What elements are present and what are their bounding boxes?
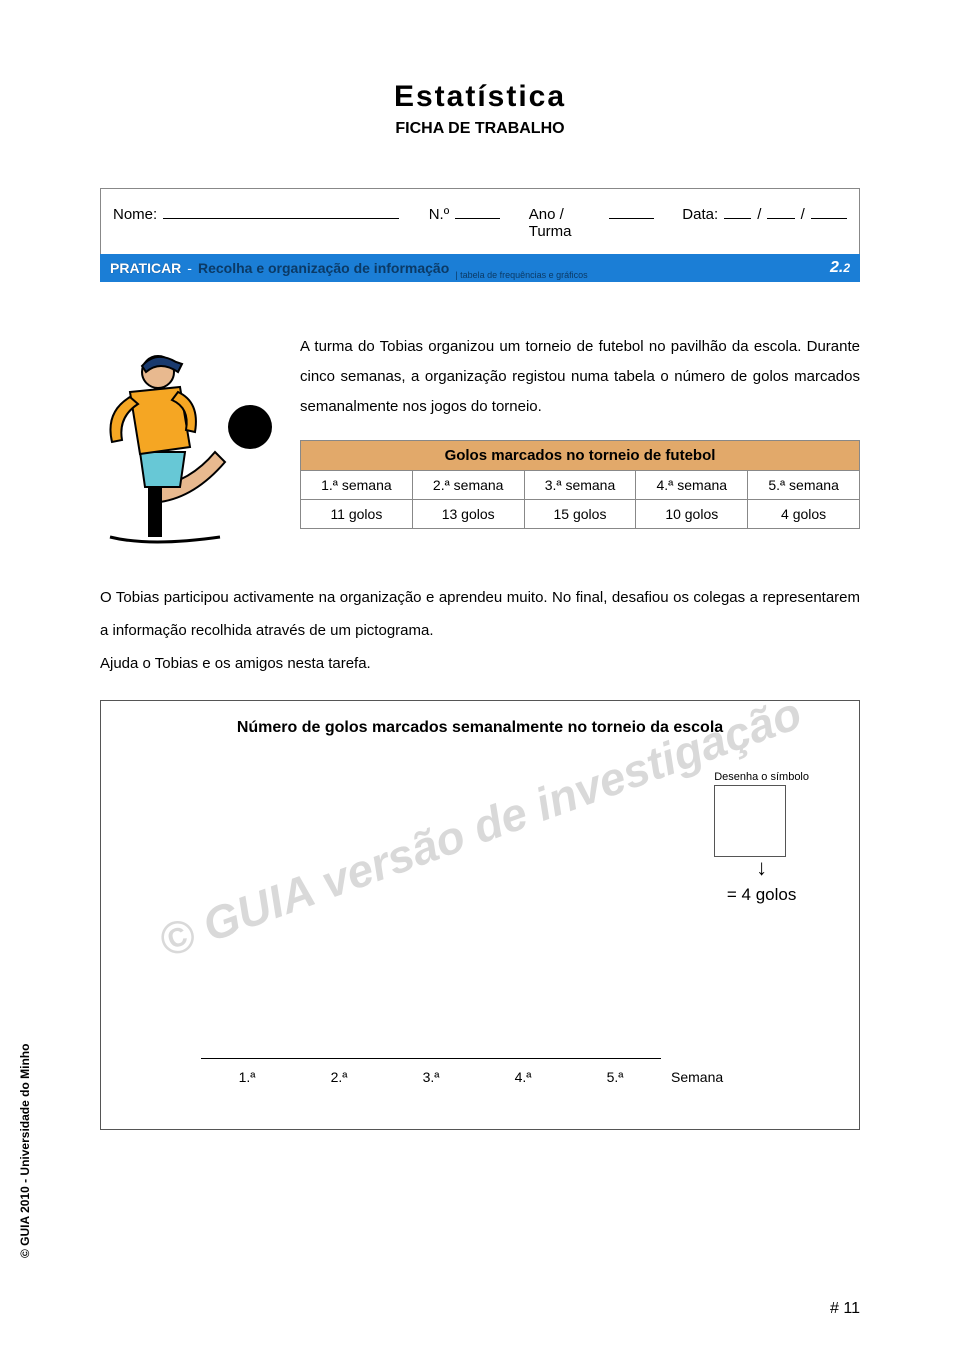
task-paragraph: O Tobias participou activamente na organ… (100, 581, 860, 680)
section-subtopic: | tabela de frequências e gráficos (449, 270, 587, 282)
data-label: Data: (682, 206, 718, 223)
side-copyright: © GUIA 2010 - Universidade do Minho (18, 1044, 32, 1258)
data-day-field[interactable] (724, 203, 751, 219)
task-paragraph-line1: O Tobias participou activamente na organ… (100, 589, 860, 639)
table-cell: 4 golos (748, 500, 860, 529)
date-slash-2: / (801, 206, 805, 223)
x-tick: 3.ª (385, 1069, 477, 1085)
table-title: Golos marcados no torneio de futebol (301, 441, 860, 471)
table-cell: 15 golos (524, 500, 636, 529)
ano-turma-label: Ano / Turma (529, 206, 603, 240)
chart-x-labels: 1.ª 2.ª 3.ª 4.ª 5.ª Semana (201, 1069, 761, 1085)
table-header-row: 1.ª semana 2.ª semana 3.ª semana 4.ª sem… (301, 471, 860, 500)
x-tick: 2.ª (293, 1069, 385, 1085)
legend-hint: Desenha o símbolo (714, 771, 809, 783)
down-arrow-icon: ↓ (714, 857, 809, 879)
data-month-field[interactable] (767, 203, 794, 219)
x-tick: 5.ª (569, 1069, 661, 1085)
numero-label: N.º (429, 206, 449, 223)
boy-football-illustration (100, 332, 280, 557)
task-paragraph-line2: Ajuda o Tobias e os amigos nesta tarefa. (100, 655, 371, 672)
numero-field[interactable] (455, 203, 500, 219)
legend-symbol-box[interactable] (714, 785, 786, 857)
page-subtitle: FICHA DE TRABALHO (100, 120, 860, 138)
intro-paragraph: A turma do Tobias organizou um torneio d… (300, 332, 860, 422)
pictogram-chart-box: Número de golos marcados semanalmente no… (100, 700, 860, 1130)
legend-equals: = 4 golos (714, 885, 809, 905)
table-col-header: 2.ª semana (412, 471, 524, 500)
table-col-header: 5.ª semana (748, 471, 860, 500)
nome-label: Nome: (113, 206, 157, 223)
x-tick: 4.ª (477, 1069, 569, 1085)
table-data-row: 11 golos 13 golos 15 golos 10 golos 4 go… (301, 500, 860, 529)
table-cell: 11 golos (301, 500, 413, 529)
data-year-field[interactable] (811, 203, 847, 219)
nome-field[interactable] (163, 203, 398, 219)
page-title: Estatística (100, 80, 860, 114)
section-dash: - (181, 260, 198, 276)
table-cell: 10 golos (636, 500, 748, 529)
chart-title: Número de golos marcados semanalmente no… (121, 719, 839, 737)
section-bar: PRATICAR - Recolha e organização de info… (100, 254, 860, 282)
section-number: 2.2 (830, 259, 850, 277)
x-axis-label: Semana (671, 1069, 723, 1085)
section-tag: PRATICAR (100, 260, 181, 276)
table-cell: 13 golos (412, 500, 524, 529)
table-col-header: 1.ª semana (301, 471, 413, 500)
table-col-header: 3.ª semana (524, 471, 636, 500)
page-number: # 11 (830, 1300, 860, 1318)
goals-table: Golos marcados no torneio de futebol 1.ª… (300, 440, 860, 529)
student-info-box: Nome: N.º Ano / Turma Data: / / (100, 188, 860, 254)
ano-turma-field[interactable] (609, 203, 654, 219)
x-tick: 1.ª (201, 1069, 293, 1085)
chart-x-axis (201, 1058, 661, 1059)
table-col-header: 4.ª semana (636, 471, 748, 500)
section-topic: Recolha e organização de informação (198, 260, 449, 276)
chart-legend: Desenha o símbolo ↓ = 4 golos (714, 771, 809, 905)
date-slash-1: / (757, 206, 761, 223)
